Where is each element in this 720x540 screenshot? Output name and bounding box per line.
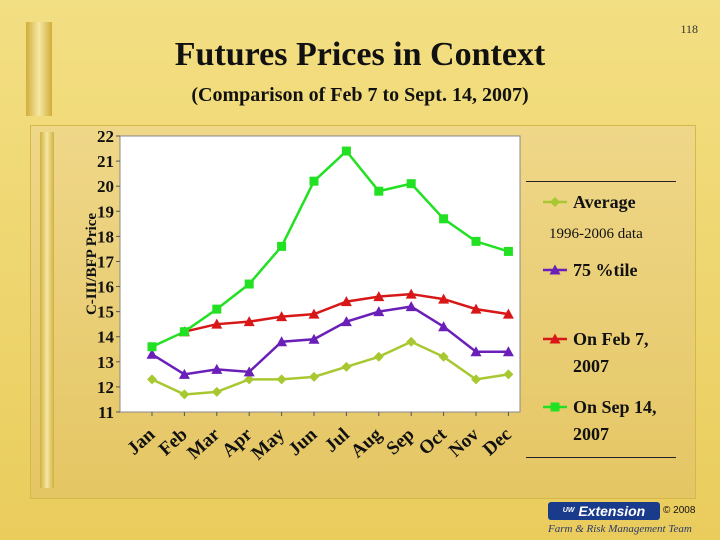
data-point <box>341 146 351 156</box>
data-point <box>276 336 288 347</box>
data-point <box>147 342 157 352</box>
data-point <box>405 301 417 312</box>
data-point <box>276 374 287 385</box>
data-point <box>373 291 385 302</box>
data-point <box>276 311 288 322</box>
x-tick-label: May <box>247 424 289 465</box>
data-point <box>502 308 514 319</box>
y-tick-label: 14 <box>97 328 115 347</box>
data-point <box>178 368 190 379</box>
team-name: Farm & Risk Management Team <box>548 523 692 535</box>
data-point <box>211 318 223 329</box>
legend-label: On Sep 14, <box>573 397 657 417</box>
legend-swatch-marker <box>549 264 561 275</box>
legend-label: On Feb 7, <box>573 329 649 349</box>
legend-sublabel: 1996-2006 data <box>549 226 643 242</box>
x-tick-label: Jan <box>123 424 159 460</box>
y-tick-label: 17 <box>97 252 115 271</box>
logo-small-text: UW <box>562 507 575 514</box>
legend-swatch-marker <box>550 197 560 207</box>
data-point <box>470 303 482 314</box>
y-axis-label: C-III/BFP Price <box>84 213 100 315</box>
data-point <box>309 371 319 382</box>
legend-label: Average <box>573 192 636 212</box>
data-point <box>471 236 481 246</box>
data-point <box>211 363 223 374</box>
data-point <box>503 369 514 380</box>
legend-bottom-rule <box>526 457 676 458</box>
logo-text: Extension <box>578 503 646 519</box>
data-point <box>438 351 449 362</box>
page-subtitle: (Comparison of Feb 7 to Sept. 14, 2007) <box>191 84 529 106</box>
y-tick-label: 16 <box>97 278 114 297</box>
data-point <box>373 306 385 317</box>
data-point <box>406 179 416 189</box>
plot-area <box>119 135 521 413</box>
data-point <box>211 386 222 397</box>
data-point <box>439 214 449 224</box>
y-tick-label: 19 <box>97 202 114 221</box>
data-point <box>340 316 352 327</box>
data-point <box>438 321 450 332</box>
data-point <box>243 366 255 377</box>
data-point <box>147 374 157 385</box>
data-point <box>341 361 352 372</box>
data-point <box>244 374 255 385</box>
data-point <box>373 351 384 362</box>
data-point <box>406 336 417 347</box>
data-point <box>212 304 222 314</box>
extension-logo: UW Extension <box>548 502 660 520</box>
data-point <box>308 333 320 344</box>
legend-label: 2007 <box>573 356 609 376</box>
legend-label: 75 %tile <box>573 260 638 280</box>
data-point <box>146 348 158 359</box>
legend-swatch-marker <box>549 333 561 344</box>
data-point <box>470 346 482 357</box>
y-tick-label: 18 <box>97 227 114 246</box>
data-point <box>502 346 514 357</box>
y-tick-label: 20 <box>97 177 114 196</box>
copyright-text: © 2008 <box>663 505 696 516</box>
legend-top-rule <box>526 181 676 182</box>
data-point <box>471 374 481 385</box>
series-line <box>151 340 509 396</box>
decorative-panel-bar <box>40 132 54 488</box>
data-point <box>438 293 450 304</box>
x-tick-label: Apr <box>218 424 257 462</box>
x-tick-label: Nov <box>445 424 484 462</box>
page-number: 118 <box>680 22 698 36</box>
page-title: Futures Prices in Context <box>174 36 546 73</box>
data-point <box>179 389 190 400</box>
data-point <box>277 241 287 251</box>
series-line <box>151 305 509 376</box>
x-tick-label: Oct <box>415 424 452 460</box>
x-tick-label: Dec <box>479 424 516 460</box>
decorative-side-bar <box>26 22 52 116</box>
y-tick-label: 13 <box>97 353 114 372</box>
legend-swatch-marker <box>550 402 560 412</box>
data-point <box>405 288 417 299</box>
y-tick-label: 12 <box>97 378 114 397</box>
data-point <box>503 246 513 256</box>
y-tick-label: 22 <box>97 127 114 146</box>
x-tick-label: Feb <box>155 424 192 460</box>
x-tick-label: Aug <box>347 424 387 463</box>
x-tick-label: Jul <box>321 424 354 457</box>
series-line <box>151 149 509 348</box>
data-point <box>340 296 352 307</box>
data-point <box>243 316 255 327</box>
y-tick-label: 21 <box>97 152 114 171</box>
x-tick-label: Mar <box>183 424 224 464</box>
data-point <box>244 279 254 289</box>
data-point <box>308 308 320 319</box>
y-tick-label: 11 <box>98 403 114 422</box>
legend-label: 2007 <box>573 424 609 444</box>
x-tick-label: Sep <box>383 424 419 459</box>
data-point <box>374 186 384 196</box>
data-point <box>179 327 189 337</box>
data-point <box>309 176 319 186</box>
y-tick-label: 15 <box>97 303 114 322</box>
x-tick-label: Jun <box>285 424 322 460</box>
